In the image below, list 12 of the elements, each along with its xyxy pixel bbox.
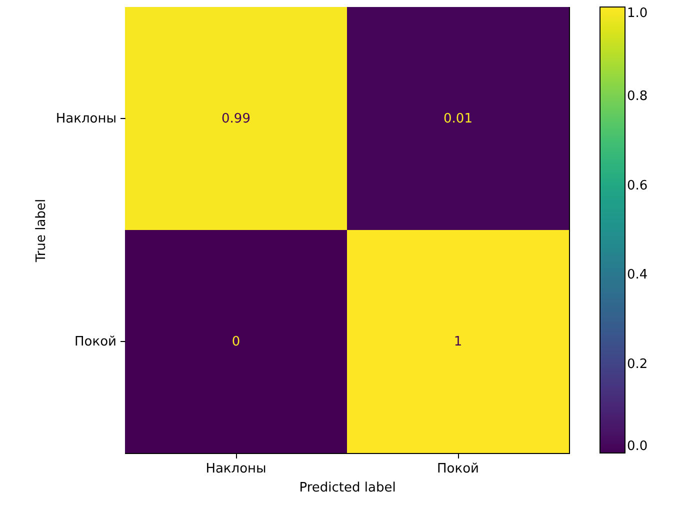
x-axis-title: Predicted label	[299, 480, 396, 496]
color-bar-label: 0.0	[627, 439, 648, 454]
color-bar-label: 1.0	[627, 6, 648, 21]
data-label: 0	[232, 334, 240, 350]
color-bar-label: 0.8	[627, 89, 648, 104]
data-label: 0.01	[444, 112, 472, 126]
data-label: 1	[454, 334, 462, 350]
color-bar-label: 0.2	[627, 356, 648, 372]
color-bar-label: 0.4	[627, 268, 648, 283]
data-label: 0.99	[222, 112, 250, 126]
y-axis-title: True label	[34, 198, 49, 264]
color-bar-label: 0.6	[627, 178, 648, 194]
